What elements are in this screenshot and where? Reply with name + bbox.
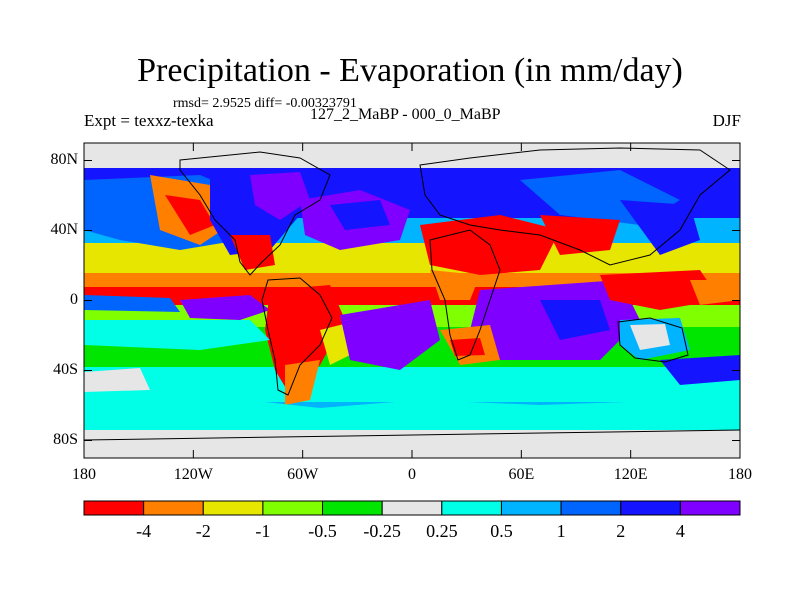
colorbar-label: -2 (195, 521, 211, 541)
colorbar-swatch (500, 500, 562, 516)
colorbar-label: 0.25 (426, 521, 458, 541)
y-tick-label: 40N (50, 220, 78, 238)
colorbar-swatch (202, 500, 264, 516)
plot-title: Precipitation - Evaporation (in mm/day) (137, 52, 683, 89)
colorbar-label: -0.25 (363, 521, 401, 541)
colorbar-label: 0.5 (490, 521, 513, 541)
y-tick-label: 40S (53, 360, 78, 378)
x-tick-label: 60W (287, 466, 319, 483)
x-tick-label: 60E (508, 466, 535, 483)
colorbar-swatch (83, 500, 145, 516)
experiment-label: Expt = texxz-texka (84, 111, 214, 130)
colorbar-swatch (143, 500, 204, 516)
y-tick-label: 0 (70, 290, 78, 308)
coastlines (84, 147, 740, 441)
colorbar-label: -1 (255, 521, 271, 541)
colorbar-label: 4 (675, 521, 685, 541)
colorbar-swatch (441, 500, 502, 516)
x-tick-label: 120W (173, 466, 213, 483)
x-tick-label: 180 (72, 466, 96, 483)
season-label: DJF (712, 111, 741, 130)
x-tick-label: 180 (728, 466, 752, 483)
y-tick-label: 80S (53, 430, 78, 448)
colorbar-swatch (381, 500, 443, 516)
colorbar-label: 2 (616, 521, 626, 541)
axis-tick-marks (83, 143, 741, 458)
colorbar-swatch (560, 500, 622, 516)
colorbar-label: -0.5 (308, 521, 337, 541)
stats-text: rmsd= 2.9525 diff= -0.00323791 (173, 96, 357, 111)
colorbar-swatch (322, 500, 383, 516)
colorbar-swatch (262, 500, 324, 516)
colorbar (83, 500, 741, 516)
x-tick-label: 120E (613, 466, 648, 483)
colorbar-swatch (620, 500, 681, 516)
y-tick-label: 80N (50, 150, 78, 168)
colorbar-swatch (679, 500, 741, 516)
x-tick-label: 0 (408, 466, 416, 483)
colorbar-label: 1 (556, 521, 566, 541)
comparison-label: 127_2_MaBP - 000_0_MaBP (310, 106, 501, 123)
precipitation-field (84, 143, 740, 458)
colorbar-label: -4 (136, 521, 152, 541)
